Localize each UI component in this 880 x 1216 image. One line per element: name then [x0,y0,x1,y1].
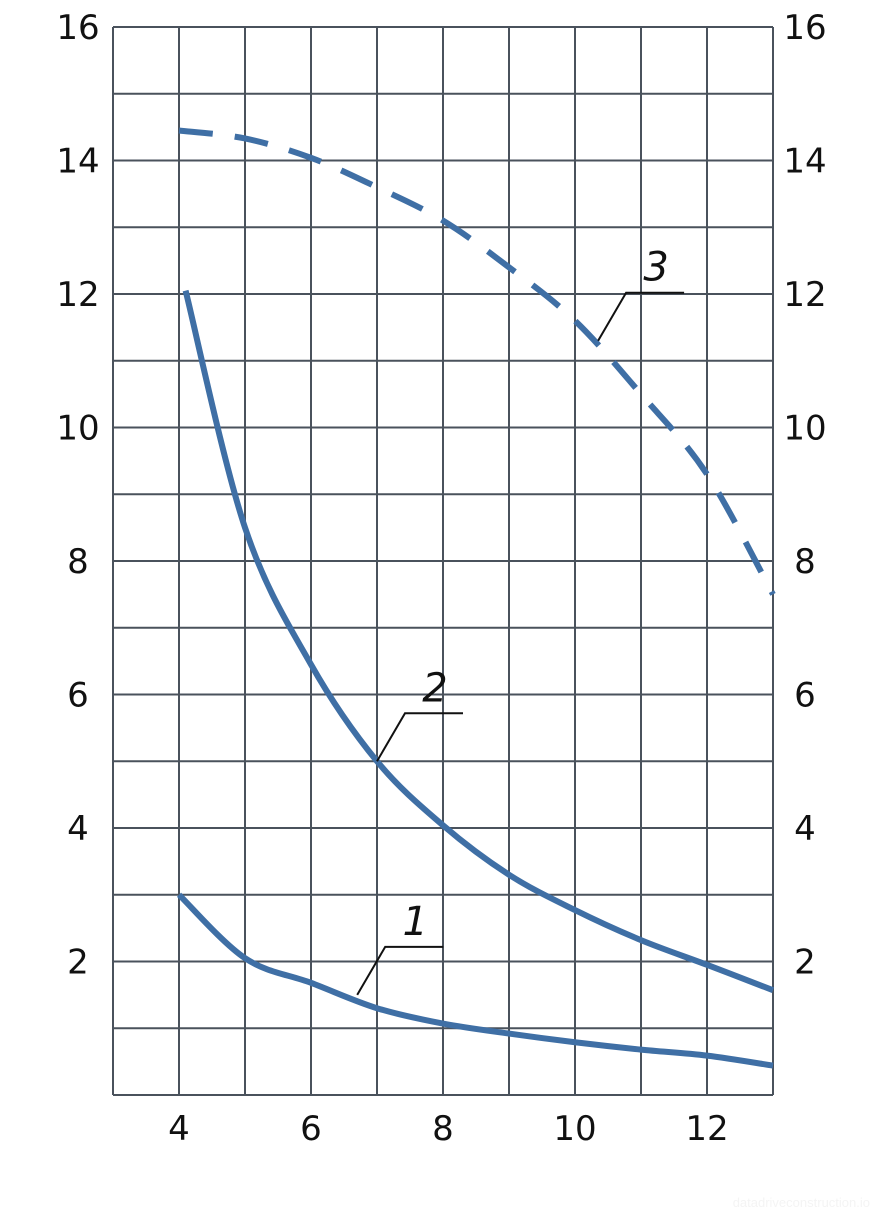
y-tick-label-right: 2 [794,943,816,983]
y-tick-label-right: 12 [783,275,826,315]
annotation-leader-line [376,712,463,762]
grid [112,26,774,1096]
y-tick-label-left: 8 [67,542,89,582]
y-tick-label-left: 6 [67,676,89,716]
annotation-leader-line [597,291,685,342]
curve-label: 2 [422,665,447,711]
series-line-2 [182,289,775,994]
x-tick-label: 12 [685,1109,728,1149]
y-tick-label-right: 14 [783,142,826,182]
y-tick-label-right: 8 [794,542,816,582]
x-tick-label: 8 [432,1109,454,1149]
y-tick-label-left: 4 [67,809,89,849]
curve-label: 3 [643,245,668,291]
y-tick-label-right: 6 [794,676,816,716]
x-tick-label: 10 [553,1109,596,1149]
watermark: datadriveconstruction.io [732,1195,870,1210]
series-line-1 [176,892,774,1069]
curve-label: 1 [402,899,427,945]
x-tick-label: 6 [300,1109,322,1149]
y-tick-label-left: 10 [56,409,99,449]
y-tick-label-left: 14 [56,142,99,182]
y-tick-label-right: 10 [783,409,826,449]
x-tick-label: 4 [168,1109,190,1149]
y-tick-label-left: 16 [56,8,99,48]
series-line-3 [178,127,776,596]
y-tick-label-right: 16 [783,8,826,48]
annotations: 1 2 3 [356,245,685,996]
y-tick-label-left: 2 [67,943,89,983]
annotation-leader-line [356,945,444,996]
y-tick-label-right: 4 [794,809,816,849]
y-tick-label-left: 12 [56,275,99,315]
series-lines [176,127,776,1069]
